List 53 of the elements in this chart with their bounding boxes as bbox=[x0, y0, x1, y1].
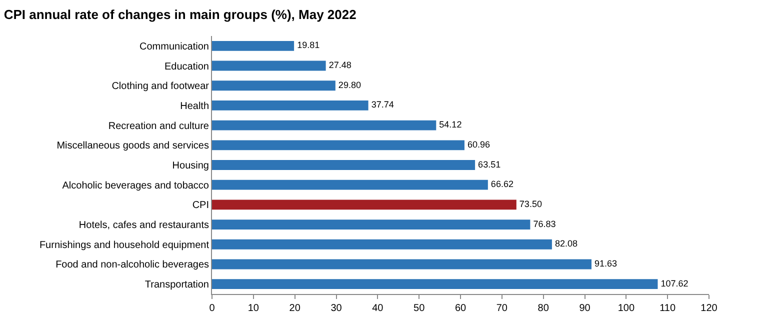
y-tick-label: Health bbox=[180, 100, 209, 112]
bar bbox=[212, 40, 294, 51]
y-tick-label: Furnishings and household equipment bbox=[39, 240, 210, 251]
bar bbox=[212, 100, 368, 110]
chart-title: CPI annual rate of changes in main groups (%), May 2022 bbox=[4, 6, 356, 22]
bar bbox=[212, 259, 592, 270]
x-tick-label: 70 bbox=[496, 303, 508, 314]
data-label: 107.62 bbox=[660, 278, 688, 288]
x-tick-label: 30 bbox=[330, 303, 342, 314]
x-tick-label: 60 bbox=[454, 303, 466, 314]
y-tick-label: Hotels, cafes and restaurants bbox=[78, 220, 209, 232]
data-label: 37.74 bbox=[371, 100, 394, 110]
x-tick-label: 0 bbox=[209, 303, 216, 314]
x-tick-label: 10 bbox=[248, 303, 260, 314]
data-label: 27.48 bbox=[328, 60, 352, 70]
data-label: 63.51 bbox=[478, 159, 501, 170]
data-label: 82.08 bbox=[554, 238, 578, 249]
x-tick-label: 100 bbox=[618, 303, 635, 314]
y-tick-label: Education bbox=[164, 61, 209, 72]
data-label: 19.81 bbox=[297, 40, 320, 50]
bar bbox=[212, 200, 516, 210]
y-tick-label: Communication bbox=[140, 41, 209, 52]
x-tick-label: 20 bbox=[289, 303, 301, 314]
y-tick-label: Recreation and culture bbox=[108, 120, 210, 132]
x-tick-label: 90 bbox=[579, 303, 591, 314]
y-tick-label: Transportation bbox=[144, 280, 209, 291]
data-label: 66.62 bbox=[490, 179, 514, 190]
bar bbox=[212, 220, 530, 230]
y-tick-label: Miscellaneous goods and services bbox=[56, 140, 209, 152]
bar bbox=[212, 239, 552, 250]
data-label: 91.63 bbox=[594, 258, 618, 268]
x-tick-label: 50 bbox=[414, 303, 426, 314]
y-tick-label: Clothing and footwear bbox=[112, 81, 210, 92]
y-tick-label: CPI bbox=[192, 200, 209, 212]
data-label: 54.12 bbox=[439, 120, 462, 130]
data-label: 73.50 bbox=[519, 198, 542, 209]
y-tick-label: Housing bbox=[172, 160, 209, 172]
y-tick-label: Alcoholic beverages and tobacco bbox=[62, 180, 210, 192]
data-label: 60.96 bbox=[467, 139, 490, 150]
bar bbox=[212, 180, 488, 190]
data-label: 76.83 bbox=[533, 218, 556, 229]
x-tick-label: 40 bbox=[372, 303, 384, 314]
x-tick-label: 80 bbox=[538, 303, 550, 314]
bar bbox=[212, 120, 436, 130]
x-tick-label: 120 bbox=[700, 303, 718, 314]
data-label: 29.80 bbox=[338, 80, 361, 90]
bar bbox=[212, 60, 326, 71]
x-tick-label: 110 bbox=[660, 303, 676, 314]
bar bbox=[212, 140, 464, 150]
bar bbox=[212, 160, 476, 170]
bar bbox=[212, 80, 336, 91]
y-tick-label: Food and non-alcoholic beverages bbox=[56, 260, 209, 271]
bar bbox=[212, 279, 658, 290]
